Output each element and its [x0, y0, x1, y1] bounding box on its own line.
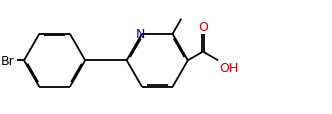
Text: O: O	[198, 21, 208, 34]
Text: Br: Br	[1, 54, 15, 67]
Text: N: N	[136, 28, 145, 41]
Text: OH: OH	[219, 62, 238, 75]
